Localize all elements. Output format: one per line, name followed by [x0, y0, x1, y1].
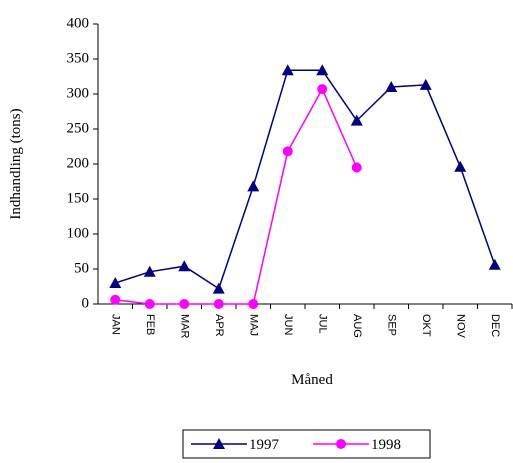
legend-label: 1997	[249, 437, 280, 453]
x-tick-label: OKT	[420, 314, 432, 337]
x-axis-title: Måned	[291, 372, 333, 388]
y-tick-label: 400	[67, 15, 90, 31]
x-tick-label: NOV	[454, 314, 466, 339]
marker	[179, 299, 190, 309]
x-tick-label: MAJ	[247, 314, 259, 336]
marker	[178, 260, 191, 272]
y-tick-label: 200	[67, 155, 90, 171]
y-tick-label: 300	[67, 85, 90, 101]
marker	[213, 299, 224, 309]
y-tick-label: 250	[67, 120, 90, 136]
y-tick-label: 0	[82, 295, 90, 311]
marker	[317, 84, 328, 95]
y-tick-label: 100	[67, 225, 90, 241]
y-axis-title: Indhandling (tons)	[8, 108, 24, 219]
marker	[109, 277, 122, 288]
legend-label: 1998	[371, 437, 401, 453]
marker	[336, 439, 346, 449]
legend-box	[182, 429, 431, 459]
series-line	[115, 69, 496, 290]
marker	[351, 162, 362, 173]
marker	[144, 299, 155, 309]
marker	[212, 282, 225, 294]
marker	[213, 438, 225, 449]
x-tick-label: SEP	[385, 314, 397, 336]
marker	[350, 114, 363, 126]
marker	[110, 294, 121, 305]
x-tick-label: FEB	[144, 314, 156, 335]
x-tick-label: DEC	[489, 314, 501, 337]
marker	[488, 258, 501, 270]
y-tick-label: 350	[67, 50, 90, 66]
x-tick-label: AUG	[351, 314, 363, 338]
series-line	[115, 87, 358, 305]
marker	[454, 160, 467, 172]
marker	[282, 146, 293, 157]
marker	[385, 81, 398, 92]
y-tick-label: 50	[74, 260, 89, 276]
x-tick-label: MAR	[178, 314, 190, 339]
x-tick-label: JUN	[282, 314, 294, 335]
x-tick-label: APR	[213, 314, 225, 337]
x-tick-label: JUL	[316, 314, 328, 334]
y-tick-label: 150	[67, 190, 90, 206]
marker	[248, 299, 259, 309]
marker	[316, 64, 329, 76]
marker	[419, 78, 432, 90]
marker	[247, 180, 260, 192]
marker	[143, 265, 156, 277]
marker	[281, 64, 294, 76]
x-tick-label: JAN	[109, 314, 121, 335]
